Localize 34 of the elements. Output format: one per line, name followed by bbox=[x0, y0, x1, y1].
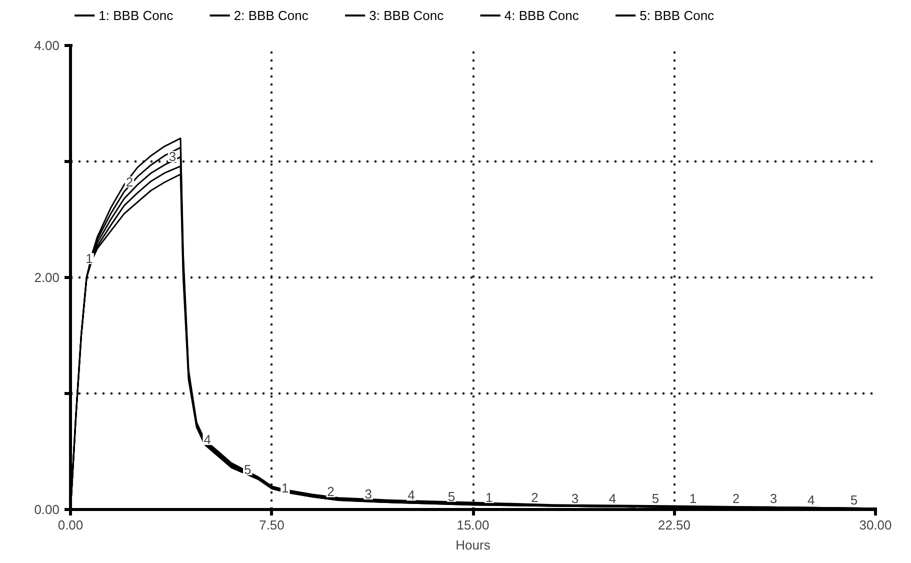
annotation: 2 bbox=[732, 491, 740, 506]
annotation: 4 bbox=[807, 492, 815, 508]
annotation: 3 bbox=[770, 491, 778, 506]
legend-label: 1: BBB Conc bbox=[98, 8, 174, 23]
annotation: 3 bbox=[571, 491, 579, 506]
annotation: 3 bbox=[364, 486, 372, 502]
legend-label: 3: BBB Conc bbox=[369, 8, 444, 23]
annotation: 1 bbox=[282, 480, 289, 496]
x-tick-label: 7.50 bbox=[259, 518, 284, 532]
annotation: 5 bbox=[652, 491, 660, 506]
annotation: 1 bbox=[689, 491, 697, 506]
annotation: 2 bbox=[327, 484, 334, 500]
annotation: 1 bbox=[86, 251, 93, 266]
x-tick-label: 22.50 bbox=[658, 518, 691, 532]
legend-label: 2: BBB Conc bbox=[234, 8, 309, 23]
y-tick-label: 2.00 bbox=[34, 270, 60, 285]
annotation: 4 bbox=[608, 491, 616, 506]
x-tick-label: 0.00 bbox=[58, 518, 84, 532]
annotation: 4 bbox=[408, 488, 415, 503]
legend-label: 4: BBB Conc bbox=[504, 8, 580, 23]
annotation: 2 bbox=[126, 174, 134, 190]
annotation: 5 bbox=[448, 488, 456, 504]
x-tick-label: 30.00 bbox=[859, 518, 892, 532]
y-tick-label: 0.00 bbox=[34, 502, 60, 517]
annotation: 5 bbox=[850, 492, 858, 508]
legend-label: 5: BBB Conc bbox=[640, 8, 715, 23]
y-tick-label: 4.00 bbox=[34, 38, 60, 53]
x-tick-label: 15.00 bbox=[456, 518, 490, 532]
annotation: 5 bbox=[244, 462, 252, 478]
annotation: 1 bbox=[485, 490, 493, 506]
annotation: 4 bbox=[204, 432, 211, 448]
annotation: 2 bbox=[531, 490, 538, 506]
x-axis-title: Hours bbox=[456, 538, 491, 552]
annotation: 3 bbox=[168, 148, 176, 164]
